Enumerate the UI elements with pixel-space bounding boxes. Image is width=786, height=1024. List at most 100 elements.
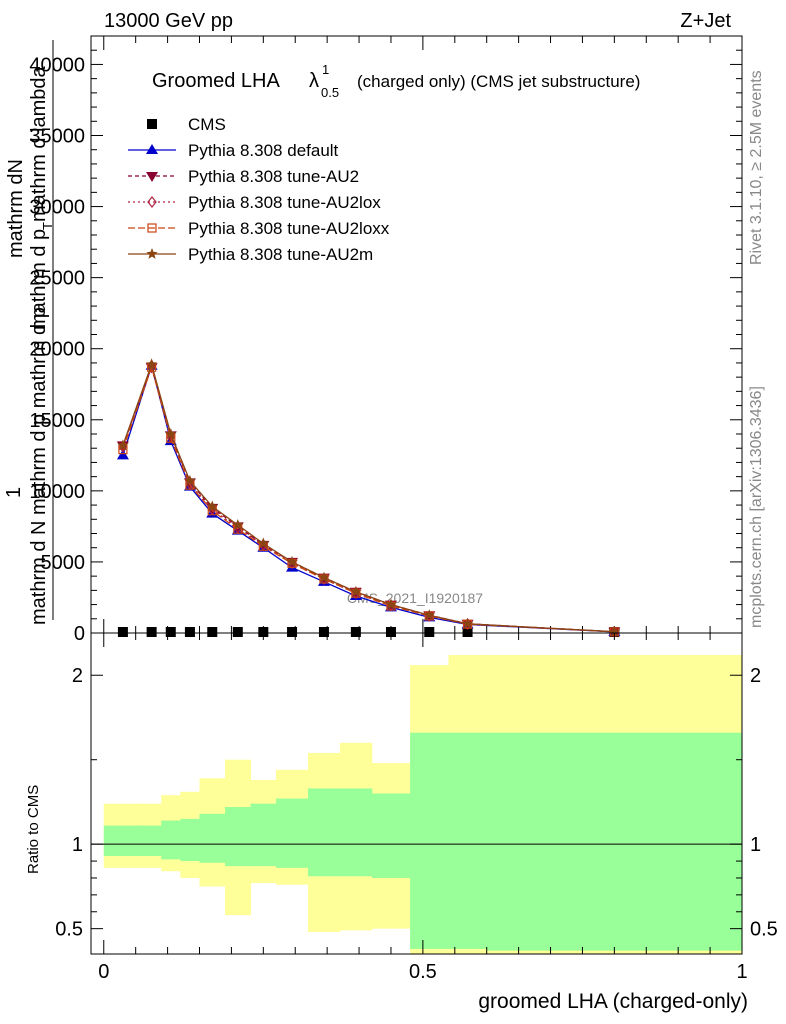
ratio-y-tick-label-right: 1	[750, 834, 761, 856]
green-band-bin	[180, 818, 200, 862]
ratio-frame	[90, 632, 743, 955]
data-point	[257, 537, 269, 549]
ylabel-num-b: mathrm d p	[28, 229, 50, 330]
data-point	[206, 500, 218, 512]
ylabel-one: 1	[3, 487, 25, 498]
y-tick-label: 20000	[29, 339, 85, 361]
legend-label: Pythia 8.308 tune-AU2	[188, 167, 359, 186]
green-band-bin	[142, 825, 162, 857]
y-tick-label: 25000	[29, 268, 85, 290]
data-point	[608, 625, 621, 637]
ratio-y-tick-label-right: 2	[750, 665, 761, 687]
main-ylabel: mathrm dN mathrm d p T mathrm d lambda 1…	[3, 40, 55, 625]
data-point	[423, 609, 435, 621]
legend-item: Pythia 8.308 tune-AU2	[128, 167, 359, 186]
mcplots-label: mcplots.cern.ch [arXiv:1306.3436]	[748, 386, 765, 628]
data-point	[146, 627, 157, 637]
green-band-bin	[225, 807, 252, 867]
legend: CMS Pythia 8.308 default Pythia 8.308 tune…	[128, 115, 390, 264]
rivet-label: Rivet 3.1.10, ≥ 2.5M events	[748, 70, 765, 265]
series-line	[122, 363, 615, 633]
data-point	[165, 627, 176, 637]
ylabel-sub-t: T	[40, 222, 55, 230]
legend-item: Pythia 8.308 tune-AU2m	[128, 245, 373, 264]
green-band-bin	[276, 798, 309, 868]
data-point	[232, 627, 243, 637]
y-tick-label: 15000	[29, 410, 85, 432]
y-tick-label: 30000	[29, 197, 85, 219]
green-band-bin	[448, 732, 488, 949]
ylabel-num-a: mathrm dN	[5, 159, 27, 258]
data-point	[385, 627, 396, 637]
legend-marker-square	[147, 119, 157, 129]
plot-title: Groomed LHA λ 1 0.5 (charged only) (CMS …	[152, 62, 640, 100]
data-point	[165, 428, 177, 439]
data-point	[184, 474, 196, 486]
ratio-ylabel: Ratio to CMS	[25, 785, 42, 874]
data-point	[207, 627, 218, 637]
series-5	[117, 358, 621, 637]
data-point	[145, 358, 158, 370]
green-band-bin	[308, 788, 341, 877]
ylabel-num-c: mathrm d lambda	[28, 66, 50, 222]
data-point	[318, 627, 329, 637]
legend-item: Pythia 8.308 default	[128, 141, 339, 160]
title-sub: 0.5	[321, 85, 339, 100]
legend-marker-triangle-down	[146, 172, 158, 182]
main-xticks	[103, 36, 743, 633]
legend-marker-diamond	[147, 196, 157, 208]
data-point	[287, 627, 298, 637]
data-point	[385, 598, 397, 610]
legend-marker-star	[146, 248, 158, 259]
series-line	[122, 362, 615, 633]
green-band-bin	[410, 732, 449, 949]
data-point	[232, 519, 244, 530]
title-main: Groomed LHA	[152, 70, 280, 92]
x-tick-label: 0	[98, 961, 109, 983]
ratio-xticks: 0 0.5 1	[98, 633, 748, 983]
y-tick-label: 0	[74, 623, 85, 645]
data-point	[424, 627, 435, 637]
green-band-bin	[339, 788, 373, 877]
legend-label: Pythia 8.308 tune-AU2lox	[188, 193, 381, 212]
ylabel-den: mathrm d N mathrm d p mathrm d p	[28, 307, 50, 625]
legend-label: Pythia 8.308 default	[188, 141, 339, 160]
data-point	[286, 555, 298, 567]
x-tick-label: 1	[736, 961, 747, 983]
data-point	[116, 449, 129, 460]
process-label: Z+Jet	[680, 10, 731, 32]
ratio-y-tick-label: 1	[72, 834, 83, 856]
series-line	[122, 364, 615, 633]
ratio-y-tick-label-right: 0.5	[750, 919, 778, 941]
green-band-bin	[486, 732, 743, 951]
data-point	[258, 627, 269, 637]
ratio-y-tick-label: 0.5	[55, 919, 83, 941]
data-point	[318, 571, 330, 583]
main-series	[116, 358, 621, 638]
title-suffix: (charged only) (CMS jet substructure)	[357, 72, 640, 91]
main-yticks: 0 5000 10000 15000 20000 25000 30000 35000 40000	[29, 49, 742, 645]
y-tick-label: 40000	[29, 54, 85, 76]
data-point	[184, 627, 195, 637]
data-point	[461, 617, 474, 629]
green-band-bin	[250, 803, 277, 867]
data-point	[350, 585, 362, 597]
y-tick-label: 5000	[41, 552, 86, 574]
data-point	[462, 627, 473, 637]
analysis-watermark: CMS_2021_I1920187	[347, 590, 483, 606]
green-band-bin	[199, 813, 226, 863]
ratio-yticks: 0.5 0.5 1 1 2 2	[55, 665, 778, 940]
x-axis-label: groomed LHA (charged-only)	[478, 990, 748, 1013]
green-band-bin	[103, 825, 143, 857]
green-band-bin	[161, 820, 181, 860]
title-lambda: λ	[309, 70, 319, 92]
green-band-bin	[371, 793, 411, 878]
legend-label: Pythia 8.308 tune-AU2m	[188, 245, 373, 264]
data-point	[350, 627, 361, 637]
legend-item: Pythia 8.308 tune-AU2lox	[128, 193, 381, 212]
y-tick-label: 35000	[29, 126, 85, 148]
x-tick-label: 0.5	[409, 961, 437, 983]
data-point	[117, 439, 129, 451]
legend-marker-triangle-up	[146, 144, 158, 154]
